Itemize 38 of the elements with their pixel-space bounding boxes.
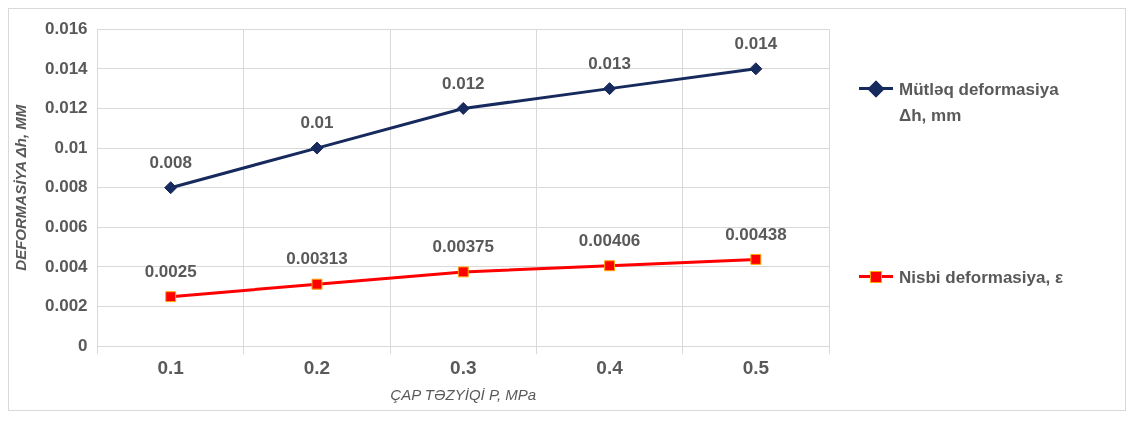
- data-label: 0.008: [149, 152, 192, 172]
- y-tick-label: 0.012: [44, 98, 88, 118]
- point: [750, 253, 762, 265]
- data-label: 0.00406: [578, 230, 641, 250]
- y-axis-title: DEFORMASİYA Δh, MM: [12, 104, 30, 271]
- x-tick-label: 0.5: [742, 356, 770, 378]
- data-label: 0.00375: [432, 237, 494, 257]
- point: [604, 260, 616, 272]
- data-label: 0.0025: [144, 261, 197, 281]
- data-label: 0.012: [442, 73, 485, 93]
- point: [457, 266, 469, 278]
- point: [603, 82, 617, 96]
- y-tick-label: 0.006: [44, 217, 88, 237]
- x-tick-label: 0.4: [596, 356, 624, 378]
- point: [749, 62, 763, 76]
- y-tick-label: 0: [78, 335, 88, 355]
- data-label: 0.013: [588, 53, 631, 73]
- point: [311, 278, 323, 290]
- legend-label: Nisbi deformasiya, ε: [899, 267, 1064, 289]
- data-label: 0.014: [734, 34, 778, 54]
- point: [164, 181, 178, 195]
- data-label: 0.01: [300, 113, 334, 133]
- x-tick-label: 0.2: [303, 356, 331, 378]
- data-label: 0.00438: [725, 224, 787, 244]
- point: [310, 141, 324, 155]
- data-label: 0.00313: [286, 249, 348, 269]
- x-tick-label: 0.3: [450, 356, 477, 378]
- y-tick-label: 0.002: [44, 296, 88, 316]
- y-tick-label: 0.016: [44, 18, 88, 38]
- y-tick-label: 0.004: [44, 256, 89, 276]
- y-tick-label: 0.008: [44, 177, 88, 197]
- x-axis-title: ÇAP TƏZYİQİ P, MPa: [390, 386, 537, 404]
- y-tick-label: 0.014: [44, 58, 89, 78]
- point: [456, 101, 470, 115]
- legend-label: Mütləq deformasiya Δh, mm: [899, 79, 1060, 127]
- point: [165, 291, 177, 303]
- y-tick-label: 0.01: [54, 137, 88, 157]
- x-tick-label: 0.1: [157, 356, 185, 378]
